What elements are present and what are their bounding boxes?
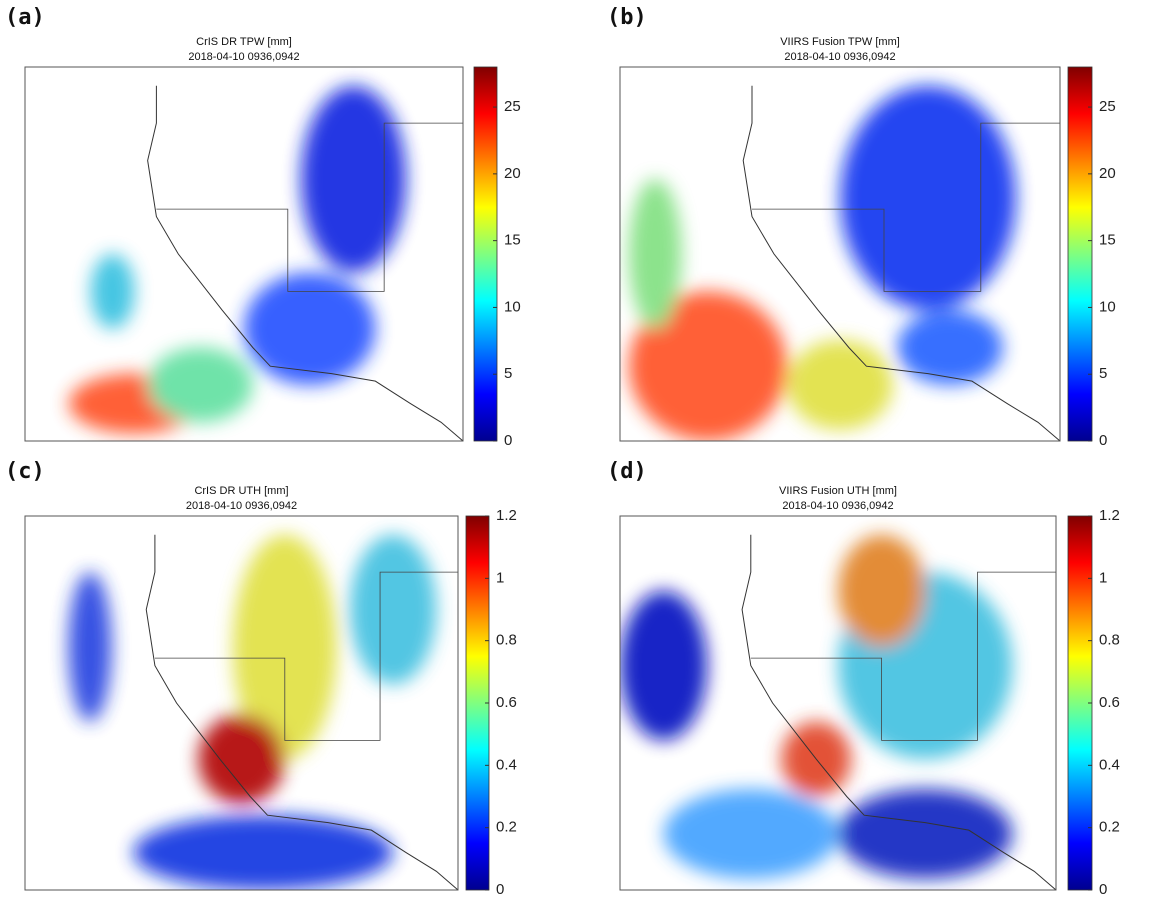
panel-label: (d) (607, 459, 647, 484)
panel: (a) CrIS DR TPW [mm] 2018-04-10 0936,0942 0… (5, 5, 521, 449)
colorbar-tick-label: 0 (504, 432, 512, 449)
data-blob (838, 789, 1013, 879)
data-blob (663, 789, 838, 879)
data-blob (300, 85, 407, 273)
panel-subtitle: 2018-04-10 0936,0942 (186, 500, 297, 512)
panel-title: CrIS DR UTH [mm] (194, 485, 288, 497)
colorbar-tick-label: 1 (1099, 569, 1107, 586)
data-blob (349, 534, 437, 685)
data-blob (838, 534, 926, 647)
coastline (147, 85, 464, 442)
map-image (628, 85, 1016, 441)
map-image (68, 85, 407, 434)
panel-label: (a) (5, 5, 45, 30)
panel: (b) VIIRS Fusion TPW [mm] 2018-04-10 0936,… (607, 5, 1116, 449)
colorbar-tick-label: 0 (496, 881, 504, 898)
panel: (c) CrIS DR UTH [mm] 2018-04-10 0936,0942 0… (5, 459, 517, 898)
data-blob (897, 310, 1003, 385)
colorbar-tick-label: 0.6 (1099, 694, 1120, 711)
colorbar (473, 66, 498, 442)
coastline (741, 534, 1057, 891)
panel-subtitle: 2018-04-10 0936,0942 (784, 51, 895, 63)
data-blob (787, 340, 893, 430)
colorbar-tick-label: 25 (1099, 98, 1116, 115)
colorbar-tick-label: 0.6 (496, 694, 517, 711)
colorbar-tick-label: 20 (1099, 165, 1116, 182)
colorbar-tick-label: 10 (1099, 298, 1116, 315)
colorbar-tick-label: 20 (504, 165, 521, 182)
colorbar-tick-label: 0.2 (1099, 819, 1120, 836)
colorbar-tick-label: 0.8 (496, 632, 517, 649)
panel-title: CrIS DR TPW [mm] (196, 36, 292, 48)
colorbar-tick-label: 0.4 (496, 756, 517, 773)
colorbar-tick-label: 5 (1099, 365, 1107, 382)
colorbar-tick-label: 5 (504, 365, 512, 382)
data-blob (133, 815, 394, 890)
panel-subtitle: 2018-04-10 0936,0942 (188, 51, 299, 63)
colorbar-tick-label: 1.2 (496, 507, 517, 524)
colorbar-tick-label: 0 (1099, 432, 1107, 449)
colorbar (1067, 66, 1093, 442)
map-frame (619, 515, 1057, 891)
map-frame (619, 66, 1061, 442)
colorbar-tick-label: 0.4 (1099, 756, 1120, 773)
data-blob (620, 590, 708, 741)
map-frame (24, 515, 459, 891)
colorbar-tick-label: 0 (1099, 881, 1107, 898)
panel-title: VIIRS Fusion TPW [mm] (780, 36, 900, 48)
colorbar-tick-label: 0.2 (496, 819, 517, 836)
colorbar-tick-label: 10 (504, 298, 521, 315)
state-borders (750, 571, 1056, 741)
panel: (d) VIIRS Fusion UTH [mm] 2018-04-10 0936,… (607, 459, 1120, 898)
colorbar-tick-label: 15 (1099, 232, 1116, 249)
panel-label: (c) (5, 459, 45, 484)
map-frame (24, 66, 464, 442)
colorbar-tick-label: 25 (504, 98, 521, 115)
colorbar-tick-label: 0.8 (1099, 632, 1120, 649)
panel-label: (b) (607, 5, 647, 30)
state-borders (156, 122, 463, 292)
data-blob (198, 714, 285, 804)
state-borders (154, 571, 458, 741)
data-blob (68, 572, 112, 722)
panel-subtitle: 2018-04-10 0936,0942 (782, 500, 893, 512)
data-blob (147, 347, 253, 423)
colorbar-tick-label: 1.2 (1099, 507, 1120, 524)
data-blob (628, 179, 682, 329)
data-blob (628, 291, 788, 441)
colorbar-tick-label: 1 (496, 569, 504, 586)
data-blob (232, 534, 337, 760)
state-borders (752, 122, 1060, 292)
panel-title: VIIRS Fusion UTH [mm] (779, 485, 897, 497)
data-blob (90, 254, 135, 329)
coastline (742, 85, 1061, 442)
coastline (145, 534, 459, 891)
data-blob (244, 272, 376, 385)
data-blob (840, 85, 1016, 311)
colorbar-tick-label: 15 (504, 232, 521, 249)
